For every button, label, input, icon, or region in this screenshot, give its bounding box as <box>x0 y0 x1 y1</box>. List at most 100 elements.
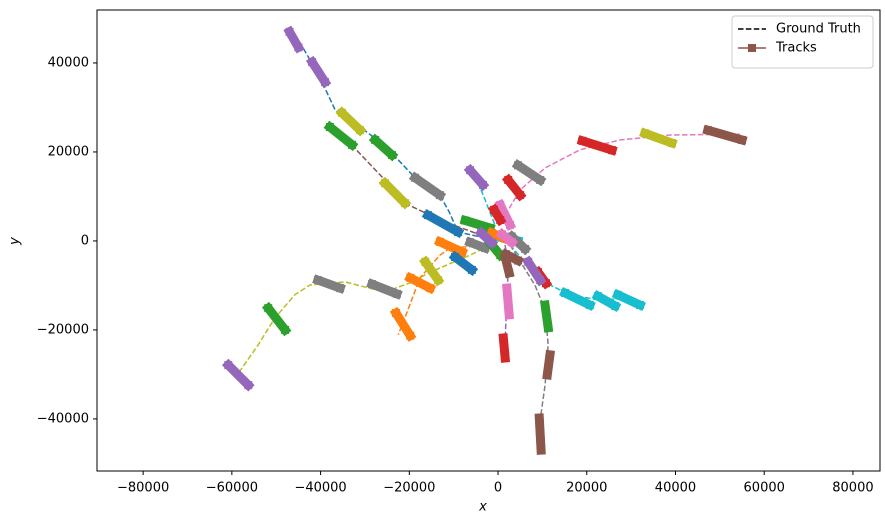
track-marker <box>244 381 253 390</box>
track-marker <box>537 446 546 455</box>
track-marker <box>406 273 415 282</box>
legend-marker <box>748 44 756 52</box>
track-marker <box>411 173 420 182</box>
legend-label: Ground Truth <box>776 22 861 37</box>
track-marker <box>406 331 415 340</box>
track-marker <box>613 290 622 299</box>
track-marker <box>308 58 317 67</box>
track-marker <box>496 216 505 225</box>
track-marker <box>435 191 444 200</box>
track-marker <box>400 199 409 208</box>
track-marker <box>501 252 510 261</box>
track-marker <box>392 309 401 318</box>
y-tick-label: 40000 <box>48 55 89 70</box>
track-marker <box>608 146 617 155</box>
track-marker <box>321 78 330 87</box>
track-line <box>559 286 596 312</box>
track-marker <box>454 228 463 237</box>
track-marker <box>477 228 486 237</box>
track-marker <box>487 238 496 247</box>
track-marker <box>514 161 523 170</box>
track-marker <box>313 276 322 285</box>
track-marker <box>487 228 496 237</box>
track-line <box>459 214 496 234</box>
x-tick-label: −80000 <box>117 481 169 496</box>
track-marker <box>593 292 602 301</box>
y-tick-label: 20000 <box>48 144 89 159</box>
track-marker <box>496 200 505 209</box>
track-marker <box>585 301 594 310</box>
track-marker <box>535 414 544 423</box>
track-marker <box>541 301 550 310</box>
track-marker <box>368 280 377 289</box>
track-line <box>534 413 546 455</box>
track-marker <box>294 43 303 52</box>
track-marker <box>506 220 515 229</box>
track-marker <box>466 238 475 247</box>
track-marker <box>348 140 357 149</box>
track-marker <box>536 175 545 184</box>
x-tick-label: −40000 <box>294 481 346 496</box>
track-marker <box>543 370 552 379</box>
track-marker <box>224 361 233 370</box>
x-tick-label: 80000 <box>832 481 873 496</box>
track-marker <box>337 108 346 117</box>
track-marker <box>421 257 430 266</box>
track-marker <box>426 284 435 293</box>
track-line <box>576 135 618 156</box>
y-tick-label: 0 <box>81 233 89 248</box>
track-marker <box>514 256 523 265</box>
track-marker <box>490 205 499 214</box>
track-marker <box>505 268 514 277</box>
track-marker <box>498 230 507 239</box>
track-marker <box>499 333 508 342</box>
track-marker <box>467 265 476 274</box>
track-marker <box>458 248 467 257</box>
track-marker <box>481 244 490 253</box>
track-marker <box>478 180 487 189</box>
x-axis-label: x <box>478 500 487 515</box>
data-layer <box>221 25 748 455</box>
track-marker <box>466 166 475 175</box>
track-line <box>702 124 748 146</box>
track-marker <box>738 135 747 144</box>
track-marker <box>640 129 649 138</box>
x-tick-label: 0 <box>494 481 502 496</box>
track-marker <box>501 353 510 362</box>
y-tick-label: −20000 <box>37 322 89 337</box>
track-line <box>366 278 403 300</box>
ground-truth-line <box>294 34 496 241</box>
track-marker <box>536 276 545 285</box>
track-marker <box>541 279 550 288</box>
track-marker <box>545 350 554 359</box>
track-marker <box>505 310 514 319</box>
track-marker <box>388 151 397 160</box>
track-line <box>502 283 514 320</box>
track-marker <box>281 325 290 334</box>
ground-truth-line <box>234 244 491 379</box>
track-marker <box>667 139 676 148</box>
x-tick-label: 60000 <box>744 481 785 496</box>
x-tick-label: −60000 <box>206 481 258 496</box>
track-marker <box>578 136 587 145</box>
x-tick-label: 20000 <box>566 481 607 496</box>
track-marker <box>371 135 380 144</box>
legend-box <box>731 15 874 69</box>
track-line <box>639 127 678 149</box>
track-marker <box>451 252 460 261</box>
y-tick-label: −40000 <box>37 411 89 426</box>
track-marker <box>356 126 365 135</box>
track-marker <box>524 257 533 266</box>
track-marker <box>434 276 443 285</box>
track-marker <box>392 289 401 298</box>
track-marker <box>325 123 334 132</box>
track-marker <box>380 179 389 188</box>
track-marker <box>264 304 273 313</box>
track-marker <box>635 301 644 310</box>
track-marker <box>561 289 570 298</box>
track-marker <box>502 284 511 293</box>
track-line <box>421 209 465 239</box>
y-axis-label: y <box>8 237 23 246</box>
